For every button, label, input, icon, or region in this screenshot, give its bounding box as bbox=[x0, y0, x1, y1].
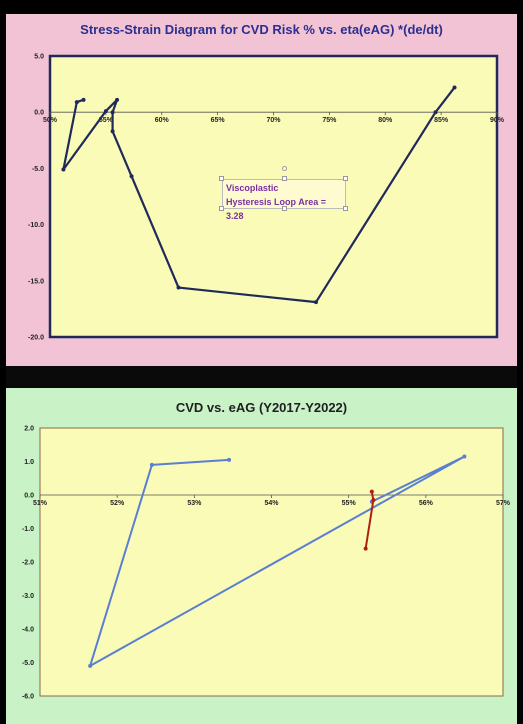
x-tick-label: 56% bbox=[419, 500, 434, 507]
data-point bbox=[462, 454, 467, 459]
series-line bbox=[62, 86, 456, 304]
data-point bbox=[227, 457, 232, 462]
data-point bbox=[433, 110, 438, 115]
data-point bbox=[61, 167, 66, 172]
divider-strip bbox=[6, 366, 517, 388]
x-tick-label: 53% bbox=[187, 500, 202, 507]
data-point bbox=[81, 97, 86, 102]
x-tick-label: 51% bbox=[33, 500, 48, 507]
y-tick-label: 2.0 bbox=[24, 426, 34, 433]
y-tick-label: -4.0 bbox=[22, 627, 34, 634]
x-tick-label: 50% bbox=[43, 117, 58, 124]
data-point bbox=[110, 129, 115, 134]
data-point bbox=[452, 85, 457, 90]
data-point bbox=[115, 97, 120, 102]
y-tick-label: 5.0 bbox=[34, 54, 44, 61]
x-tick-label: 52% bbox=[110, 500, 125, 507]
x-tick-label: 85% bbox=[434, 117, 449, 124]
data-point bbox=[103, 109, 108, 114]
x-tick-label: 54% bbox=[264, 500, 279, 507]
y-tick-label: -10.0 bbox=[28, 222, 44, 229]
data-point bbox=[74, 100, 79, 105]
chart-plot: 2.0 1.0 0.0 -1.0 -2.0 -3.0 -4.0 -5.0 -6.0 51% 52% 5… bbox=[22, 426, 511, 701]
annotation-line-2: Hysteresis Loop Area = 3.28 bbox=[226, 197, 326, 221]
x-tick-label: 80% bbox=[378, 117, 393, 124]
x-tick-label: 55% bbox=[99, 117, 114, 124]
chart-panel-bottom: CVD vs. eAG (Y2017-Y2022) 2.0 1.0 0.0 -1.0 -… bbox=[6, 388, 517, 724]
y-tick-label: -15.0 bbox=[28, 278, 44, 285]
y-tick-label: -3.0 bbox=[22, 593, 34, 600]
y-tick-label: -1.0 bbox=[22, 526, 34, 533]
resize-handle[interactable] bbox=[219, 206, 224, 211]
chart-panel-top: Stress-Strain Diagram for CVD Risk % vs.… bbox=[6, 14, 517, 366]
x-tick-label: 55% bbox=[342, 500, 357, 507]
y-tick-label: -20.0 bbox=[28, 335, 44, 342]
rotate-handle[interactable] bbox=[282, 166, 287, 171]
x-tick-label: 60% bbox=[155, 117, 170, 124]
resize-handle[interactable] bbox=[282, 176, 287, 181]
data-point bbox=[369, 489, 374, 494]
annotation-textbox[interactable]: Viscoplastic Hysteresis Loop Area = 3.28 bbox=[222, 179, 346, 221]
chart-title: Stress-Strain Diagram for CVD Risk % vs.… bbox=[80, 22, 443, 37]
data-point bbox=[149, 462, 154, 467]
chart-title: CVD vs. eAG (Y2017-Y2022) bbox=[175, 400, 348, 415]
data-point bbox=[110, 110, 115, 115]
annotation-line-1: Viscoplastic bbox=[226, 183, 279, 193]
resize-handle[interactable] bbox=[282, 206, 287, 211]
data-point bbox=[88, 663, 93, 668]
y-tick-label: -6.0 bbox=[22, 694, 34, 701]
data-point bbox=[129, 174, 134, 179]
x-tick-label: 57% bbox=[496, 500, 511, 507]
resize-handle[interactable] bbox=[343, 176, 348, 181]
y-tick-label: -2.0 bbox=[22, 560, 34, 567]
resize-handle[interactable] bbox=[343, 206, 348, 211]
y-tick-label: 1.0 bbox=[24, 459, 34, 466]
y-tick-label: -5.0 bbox=[32, 166, 44, 173]
data-point bbox=[313, 300, 318, 305]
y-tick-label: -5.0 bbox=[22, 660, 34, 667]
x-tick-label: 65% bbox=[211, 117, 226, 124]
x-tick-label: 70% bbox=[266, 117, 281, 124]
x-tick-label: 75% bbox=[322, 117, 337, 124]
resize-handle[interactable] bbox=[219, 176, 224, 181]
y-tick-label: 0.0 bbox=[24, 493, 34, 500]
data-point bbox=[363, 546, 368, 551]
data-point bbox=[176, 285, 181, 290]
x-tick-label: 90% bbox=[490, 117, 505, 124]
data-point bbox=[371, 498, 376, 503]
y-tick-label: 0.0 bbox=[34, 110, 44, 117]
